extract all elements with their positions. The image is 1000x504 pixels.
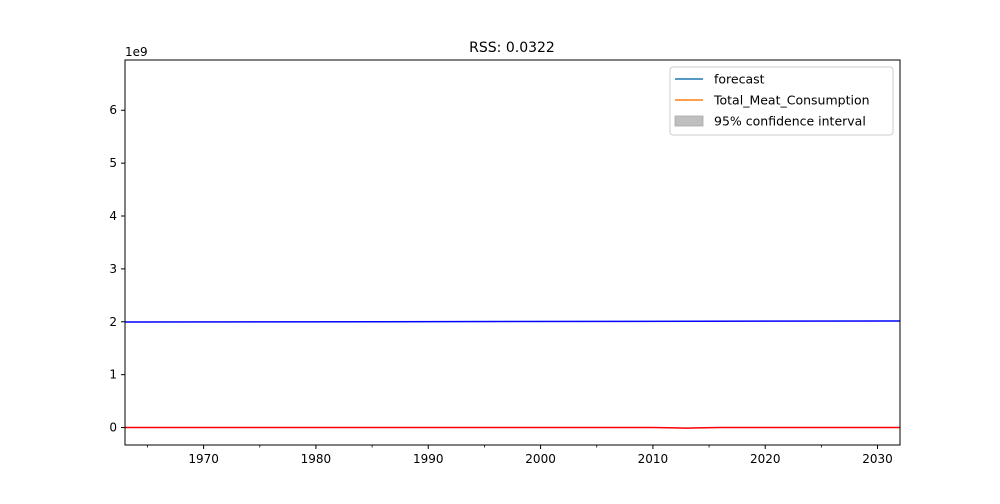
legend (669, 66, 894, 136)
legend-label: 95% confidence interval (714, 114, 866, 129)
y-tick-label: 5 (109, 156, 117, 170)
x-tick-label: 1970 (188, 452, 219, 466)
y-tick-label: 0 (109, 421, 117, 435)
y-tick-label: 1 (109, 368, 117, 382)
legend-label: forecast (714, 72, 765, 87)
x-tick-label: 1980 (301, 452, 332, 466)
legend-swatch (674, 115, 704, 127)
series-line-1 (125, 426, 900, 429)
x-tick-label: 2020 (750, 452, 781, 466)
y-tick-label: 6 (109, 103, 117, 117)
x-tick-label: 1990 (413, 452, 444, 466)
y-tick-label: 3 (109, 262, 117, 276)
plot-frame (124, 59, 901, 446)
x-tick-label: 2000 (525, 452, 556, 466)
legend-label: Total_Meat_Consumption (713, 93, 870, 108)
y-tick-label: 2 (109, 315, 117, 329)
y-tick-label: 4 (109, 209, 117, 223)
x-tick-label: 2030 (862, 452, 893, 466)
y-offset-label: 1e9 (125, 45, 148, 59)
x-tick-label: 2010 (638, 452, 669, 466)
series-line-0 (125, 320, 900, 323)
chart-title: RSS: 0.0322 (469, 40, 555, 56)
